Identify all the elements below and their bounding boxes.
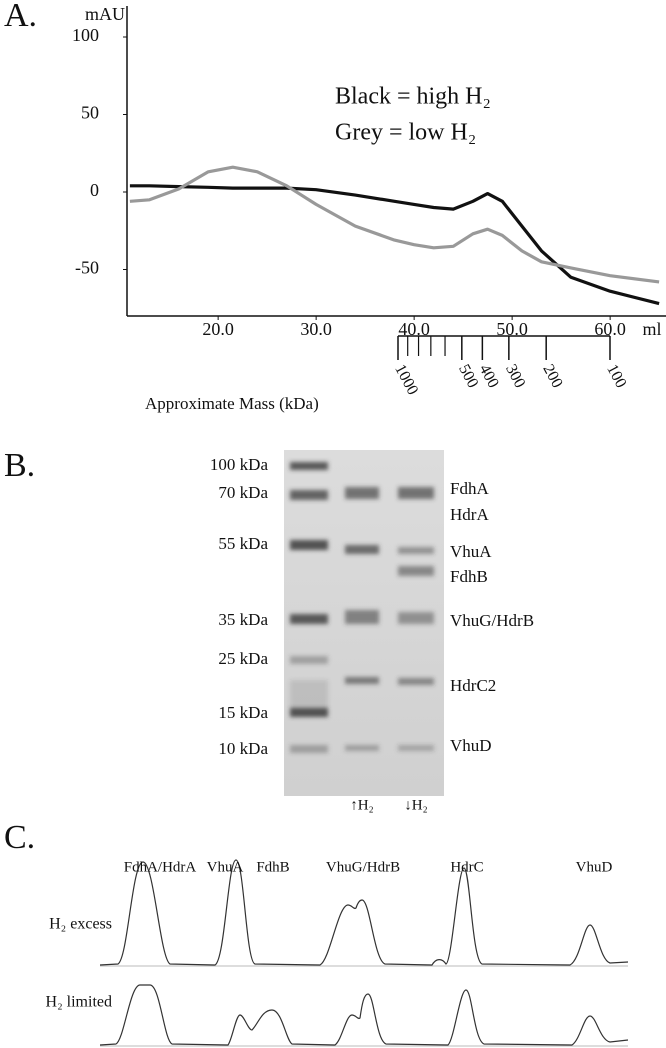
marker-label: 70 kDa [218, 483, 268, 502]
panel-label: B. [4, 447, 35, 484]
marker-label: 25 kDa [218, 649, 268, 668]
legend-entry: Grey = low H₂ [335, 120, 476, 146]
mass-tick-label: 300 [502, 362, 528, 391]
marker-label: 15 kDa [218, 703, 268, 722]
mass-tick-label: 500 [455, 362, 481, 391]
y-axis-label: mAU [85, 4, 125, 24]
x-tick-label: 40.0 [398, 319, 430, 339]
band-label: FdhA [450, 479, 489, 498]
legend: Black = high H₂ Grey = low H₂ [335, 84, 491, 146]
y-tick-label: 0 [90, 180, 99, 200]
marker-label: 35 kDa [218, 610, 268, 629]
panel-label: C. [4, 819, 35, 856]
column-label: VhuG/HdrB [326, 859, 400, 875]
column-label: VhuA [207, 859, 244, 875]
band-label: VhuG/HdrB [450, 611, 534, 630]
series-line [129, 184, 660, 306]
series-line [129, 165, 660, 284]
row-label: H₂ limited [46, 994, 112, 1011]
mass-tick-label: 200 [539, 362, 565, 391]
trace [99, 984, 629, 1046]
column-label: FdhB [256, 859, 289, 875]
mass-tick-label: 400 [476, 362, 502, 391]
panel-label: A. [4, 0, 37, 34]
mass-tick-label: 1000 [391, 362, 421, 398]
mass-tick-label: 100 [603, 362, 629, 391]
band-label: VhuA [450, 542, 492, 561]
marker-label: 55 kDa [218, 534, 268, 553]
band-label: FdhB [450, 567, 488, 586]
column-label: FdhA/HdrA [124, 859, 197, 875]
trace [99, 859, 629, 966]
band-label: HdrC2 [450, 676, 496, 695]
column-label: VhuD [576, 859, 613, 875]
lane-label: ↑H₂ [350, 797, 374, 813]
x-tick-label: 30.0 [300, 319, 332, 339]
gel-bands [290, 462, 434, 753]
x-tick-label: 50.0 [496, 319, 528, 339]
y-tick-label: -50 [75, 258, 99, 278]
band-label: VhuD [450, 736, 492, 755]
y-tick-label: 100 [72, 25, 99, 45]
row-label: H₂ excess [49, 916, 112, 933]
marker-label: 100 kDa [210, 455, 269, 474]
y-tick-label: 50 [81, 103, 99, 123]
x-tick-label: 60.0 [594, 319, 626, 339]
lane-label: ↓H₂ [404, 797, 428, 813]
mass-axis-label: Approximate Mass (kDa) [145, 394, 319, 413]
column-label: HdrC [450, 859, 483, 875]
band-label: HdrA [450, 505, 489, 524]
x-tick-label: 20.0 [202, 319, 234, 339]
marker-label: 10 kDa [218, 739, 268, 758]
x-axis-label: ml [642, 319, 661, 339]
legend-entry: Black = high H₂ [335, 84, 491, 110]
